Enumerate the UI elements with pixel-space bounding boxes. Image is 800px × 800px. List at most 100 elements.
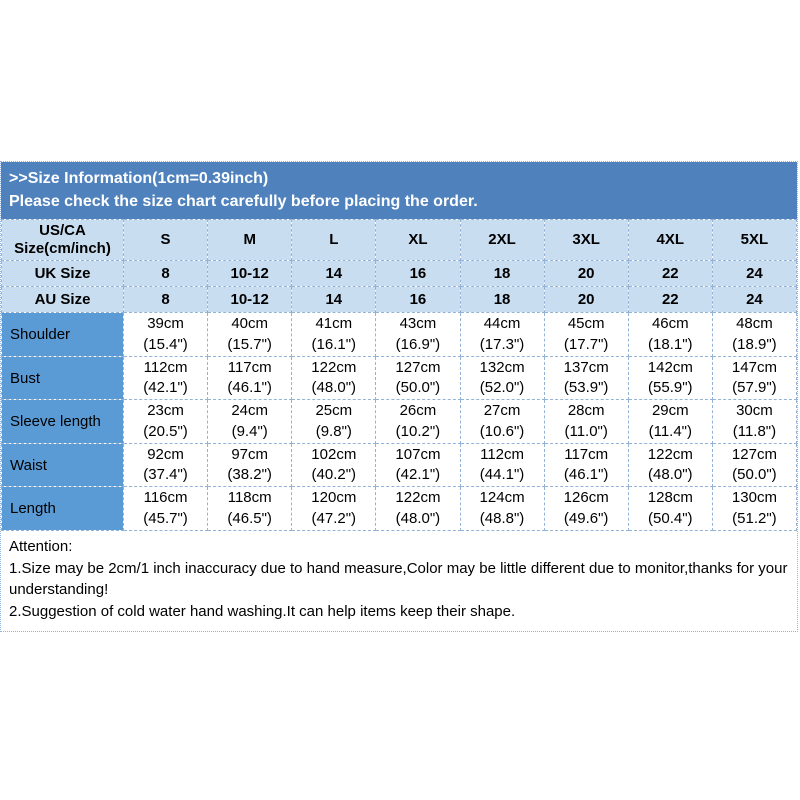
measurement-inch: (48.0"): [648, 466, 693, 484]
measurement-inch: (46.1"): [227, 379, 272, 397]
measurement-cell: 118cm (46.5"): [207, 486, 293, 531]
measurement-inch: (18.1"): [648, 335, 693, 353]
measurement-cell: 29cm (11.4"): [627, 399, 713, 444]
measurement-inch: (46.1"): [563, 466, 609, 484]
measurement-inch: (48.0"): [311, 379, 357, 397]
size-chart-panel: >>Size Information(1cm=0.39inch) Please …: [0, 161, 798, 632]
measurement-cell: 112cm (42.1"): [122, 355, 209, 401]
measurement-cm: 137cm: [563, 358, 609, 376]
measurement-cell: 30cm (11.8"): [711, 399, 798, 444]
measurement-cm: 28cm: [567, 402, 605, 420]
measurement-cell: 130cm (51.2"): [711, 486, 798, 531]
measurement-cm: 39cm: [147, 315, 184, 333]
measurement-inch: (10.6"): [479, 422, 525, 440]
measurement-inch: (40.2"): [311, 466, 357, 484]
measurement-cm: 44cm: [483, 315, 521, 333]
size-column-header-l: L: [291, 219, 377, 262]
banner-title: >>Size Information(1cm=0.39inch): [9, 170, 269, 187]
measurement-cm: 26cm: [399, 402, 437, 420]
size-cell: 20: [543, 286, 629, 314]
measurement-cell: 127cm (50.0"): [375, 355, 461, 401]
measurement-inch: (57.9"): [732, 379, 777, 397]
measurement-cell: 24cm (9.4"): [207, 399, 293, 444]
measurement-cm: 41cm: [315, 315, 353, 333]
measurement-cell: 124cm (48.8"): [459, 486, 545, 531]
measurement-cm: 124cm: [479, 489, 525, 507]
measurement-cm: 127cm: [731, 445, 777, 463]
measurement-inch: (50.0"): [732, 466, 777, 484]
measurement-cm: 29cm: [651, 402, 689, 420]
measurement-inch: (9.8"): [315, 422, 352, 440]
measurement-inch: (48.0"): [395, 509, 441, 527]
measurement-cell: 117cm (46.1"): [543, 442, 629, 488]
measurement-cell: 142cm (55.9"): [627, 355, 713, 401]
measurement-inch: (46.5"): [227, 509, 272, 527]
row-label: Waist: [1, 442, 124, 488]
size-cell: 18: [459, 260, 545, 288]
measurement-inch: (20.5"): [143, 422, 188, 440]
measurement-cell: 48cm (18.9"): [711, 312, 798, 357]
measurement-cm: 45cm: [567, 315, 605, 333]
measurement-cell: 126cm (49.6"): [543, 486, 629, 531]
row-label: UK Size: [1, 260, 124, 288]
measurement-inch: (10.2"): [395, 422, 441, 440]
measurement-cell: 27cm (10.6"): [459, 399, 545, 444]
measurement-cm: 117cm: [227, 358, 272, 376]
measurement-cell: 43cm (16.9"): [375, 312, 461, 357]
size-column-header-3xl: 3XL: [543, 219, 629, 262]
table-row: Waist 92cm (37.4") 97cm (38.2") 102cm (40.2") 1…: [1, 442, 798, 488]
measurement-cm: 102cm: [311, 445, 357, 463]
measurement-inch: (53.9"): [563, 379, 609, 397]
measurement-cell: 26cm (10.2"): [375, 399, 461, 444]
measurement-cell: 122cm (48.0"): [375, 486, 461, 531]
measurement-inch: (11.4"): [648, 422, 693, 440]
measurement-cell: 112cm (44.1"): [459, 442, 545, 488]
measurement-cell: 28cm (11.0"): [543, 399, 629, 444]
row-label: AU Size: [1, 286, 124, 314]
size-cell: 18: [459, 286, 545, 314]
size-cell: 14: [291, 286, 377, 314]
measurement-cm: 130cm: [731, 489, 777, 507]
measurement-inch: (15.4"): [143, 335, 188, 353]
measurement-inch: (16.1"): [311, 335, 357, 353]
size-cell: 14: [291, 260, 377, 288]
measurement-cm: 122cm: [647, 445, 693, 463]
measurement-cell: 122cm (48.0"): [291, 355, 377, 401]
size-cell: 10-12: [207, 260, 293, 288]
measurement-inch: (48.8"): [479, 509, 525, 527]
measurement-cell: 117cm (46.1"): [207, 355, 293, 401]
measurement-cell: 147cm (57.9"): [711, 355, 798, 401]
measurement-cm: 128cm: [647, 489, 693, 507]
measurement-cm: 107cm: [395, 445, 441, 463]
table-row: Length 116cm (45.7") 118cm (46.5") 120cm (47.2…: [1, 486, 798, 531]
table-header-row: US/CA Size(cm/inch) S M L XL 2XL 3XL 4XL 5XL: [1, 219, 798, 262]
measurement-inch: (51.2"): [732, 509, 777, 527]
measurement-inch: (11.8"): [732, 422, 777, 440]
measurement-inch: (42.1"): [395, 466, 441, 484]
size-column-header-xl: XL: [375, 219, 461, 262]
row-label: Length: [1, 486, 124, 531]
measurement-cm: 112cm: [480, 445, 525, 463]
measurement-cm: 92cm: [147, 445, 184, 463]
size-cell: 20: [543, 260, 629, 288]
measurement-cell: 107cm (42.1"): [375, 442, 461, 488]
size-column-header-5xl: 5XL: [711, 219, 798, 262]
size-column-header-s: S: [122, 219, 209, 262]
size-cell: 24: [711, 260, 798, 288]
table-row: Sleeve length 23cm (20.5") 24cm (9.4") 25cm (9…: [1, 399, 798, 444]
measurement-inch: (55.9"): [648, 379, 693, 397]
measurement-inch: (15.7"): [227, 335, 272, 353]
attention-line-1: 1.Size may be 2cm/1 inch inaccuracy due …: [9, 559, 788, 599]
measurement-cell: 120cm (47.2"): [291, 486, 377, 531]
measurement-cell: 39cm (15.4"): [122, 312, 209, 357]
measurement-cell: 45cm (17.7"): [543, 312, 629, 357]
measurement-inch: (16.9"): [395, 335, 441, 353]
measurement-cm: 120cm: [311, 489, 357, 507]
measurement-cm: 118cm: [227, 489, 272, 507]
size-cell: 8: [122, 260, 209, 288]
measurement-cm: 116cm: [143, 489, 188, 507]
size-column-header-m: M: [207, 219, 293, 262]
size-cell: 22: [627, 260, 713, 288]
measurement-cell: 92cm (37.4"): [122, 442, 209, 488]
measurement-cm: 40cm: [231, 315, 269, 333]
